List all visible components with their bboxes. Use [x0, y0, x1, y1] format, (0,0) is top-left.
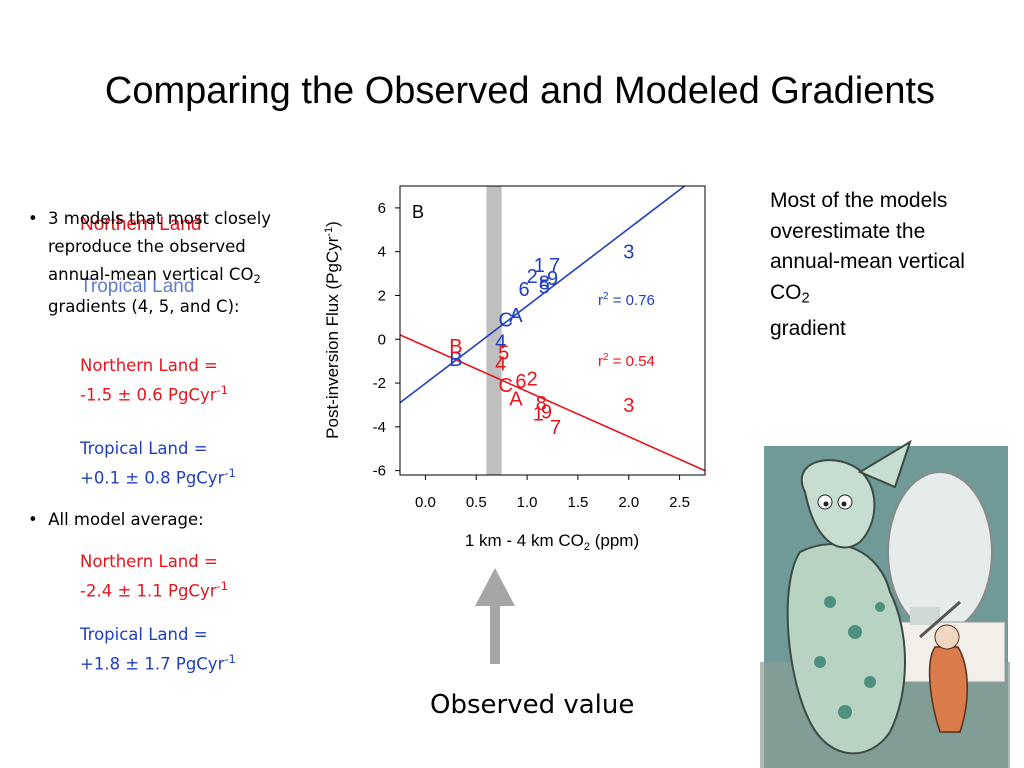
ghost-label-northern-land: Northern Land	[80, 214, 202, 235]
plot-frame	[399, 185, 706, 476]
x-tick-label: 2.5	[669, 494, 690, 511]
best-northern-land: Northern Land = -1.5 ± 0.6 PgCyr-1	[80, 353, 228, 407]
data-point-northern: A	[509, 388, 523, 410]
y-axis-label: Post-inversion Flux (PgCyr-1)	[323, 221, 342, 439]
y-tick-label: 4	[378, 244, 386, 261]
data-point-tropical: 4	[495, 331, 506, 353]
data-point-tropical: 8	[539, 272, 550, 294]
y-tick-label: -6	[373, 463, 386, 480]
best-tropical-land: Tropical Land = +0.1 ± 0.8 PgCyr-1	[80, 436, 236, 490]
avg-tropical-land: Tropical Land = +1.8 ± 1.7 PgCyr-1	[80, 622, 236, 676]
data-point-northern: 9	[541, 402, 552, 424]
data-point-tropical: 2	[527, 266, 538, 288]
page-title: Comparing the Observed and Modeled Gradi…	[104, 70, 936, 112]
fit-line-northern	[400, 334, 705, 472]
x-axis-label: 1 km - 4 km CO2 (ppm)	[465, 531, 639, 553]
data-point-northern: 5	[498, 342, 509, 364]
data-point-northern: 4	[495, 353, 506, 375]
panel-label: B	[412, 202, 424, 222]
avg-northern-value: -2.4 ± 1.1 PgCyr-1	[80, 579, 229, 601]
r2-northern: r2 = 0.54	[598, 352, 655, 370]
data-point-northern: B	[449, 336, 462, 358]
bullet-icon: •	[28, 209, 38, 228]
r2-tropical: r2 = 0.76	[598, 291, 655, 309]
y-tick-label: -2	[373, 375, 386, 392]
conclusion-text: Most of the models overestimate the annu…	[770, 189, 965, 340]
monster-cartoon-illustration	[760, 432, 1010, 768]
x-tick-label: 2.0	[618, 494, 639, 511]
y-tick-label: -4	[373, 419, 386, 436]
data-point-northern: C	[499, 375, 513, 397]
data-point-northern: 8	[536, 393, 547, 415]
data-point-northern: 6	[515, 371, 526, 393]
bullet-all-model-average: • All model average:	[28, 510, 204, 529]
best-tropical-value: +0.1 ± 0.8 PgCyr-1	[80, 466, 236, 488]
up-arrow-icon	[475, 568, 515, 664]
data-point-tropical: 9	[547, 268, 558, 290]
x-tick-label: 0.0	[415, 494, 436, 511]
y-tick-label: 0	[378, 331, 386, 348]
data-point-tropical: C	[499, 310, 513, 332]
x-tick-label: 1.5	[567, 494, 588, 511]
data-point-northern: 1	[533, 404, 544, 426]
avg-northern-land: Northern Land = -2.4 ± 1.1 PgCyr-1	[80, 549, 228, 603]
data-point-tropical: 5	[539, 277, 550, 299]
best-northern-value: -1.5 ± 0.6 PgCyr-1	[80, 383, 229, 405]
bullet-icon: •	[28, 510, 38, 529]
x-tick-label: 1.0	[517, 494, 538, 511]
data-point-northern: 2	[527, 369, 538, 391]
fit-line-tropical	[400, 186, 686, 404]
observed-value-caption: Observed value	[430, 690, 635, 720]
data-point-northern: 7	[550, 417, 561, 439]
x-tick-label: 0.5	[466, 494, 487, 511]
avg-tropical-value: +1.8 ± 1.7 PgCyr-1	[80, 652, 236, 674]
y-tick-label: 2	[378, 287, 386, 304]
data-point-tropical: 7	[549, 255, 560, 277]
bullet-best-models-text: 3 models that most closely reproduce the…	[48, 209, 272, 316]
data-point-tropical: 6	[518, 279, 529, 301]
data-point-northern: 3	[623, 395, 634, 417]
y-tick-label: 6	[378, 200, 386, 217]
data-point-tropical: B	[449, 349, 462, 371]
data-point-tropical: A	[509, 305, 523, 327]
data-point-tropical: 3	[623, 242, 634, 264]
bullet-best-models: • 3 models that most closely reproduce t…	[28, 205, 293, 321]
ghost-label-tropical-land: Tropical Land	[80, 276, 195, 297]
data-point-tropical: 1	[534, 255, 545, 277]
